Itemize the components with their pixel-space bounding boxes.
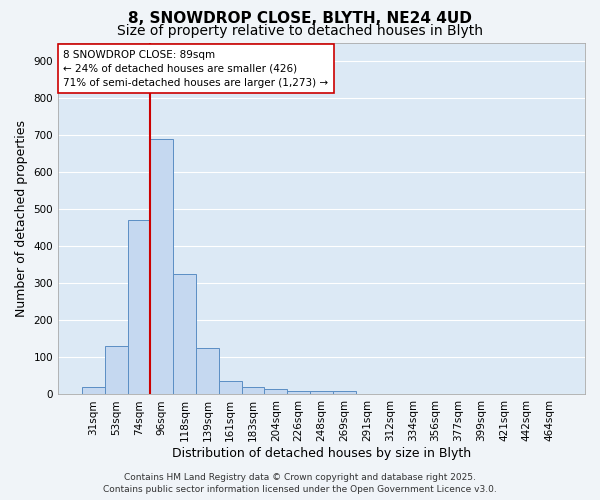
Text: Contains HM Land Registry data © Crown copyright and database right 2025.
Contai: Contains HM Land Registry data © Crown c… [103,473,497,494]
Bar [333,391,356,394]
Bar [105,346,128,395]
Bar [173,274,196,394]
Bar [82,387,105,394]
Bar [128,220,151,394]
Bar [310,391,333,394]
Bar [242,387,265,394]
Bar [196,348,219,395]
Text: Size of property relative to detached houses in Blyth: Size of property relative to detached ho… [117,24,483,38]
Text: 8, SNOWDROP CLOSE, BLYTH, NE24 4UD: 8, SNOWDROP CLOSE, BLYTH, NE24 4UD [128,11,472,26]
Bar [287,391,310,394]
X-axis label: Distribution of detached houses by size in Blyth: Distribution of detached houses by size … [172,447,471,460]
Bar [265,389,287,394]
Bar [151,139,173,394]
Text: 8 SNOWDROP CLOSE: 89sqm
← 24% of detached houses are smaller (426)
71% of semi-d: 8 SNOWDROP CLOSE: 89sqm ← 24% of detache… [64,50,328,88]
Y-axis label: Number of detached properties: Number of detached properties [15,120,28,317]
Bar [219,382,242,394]
